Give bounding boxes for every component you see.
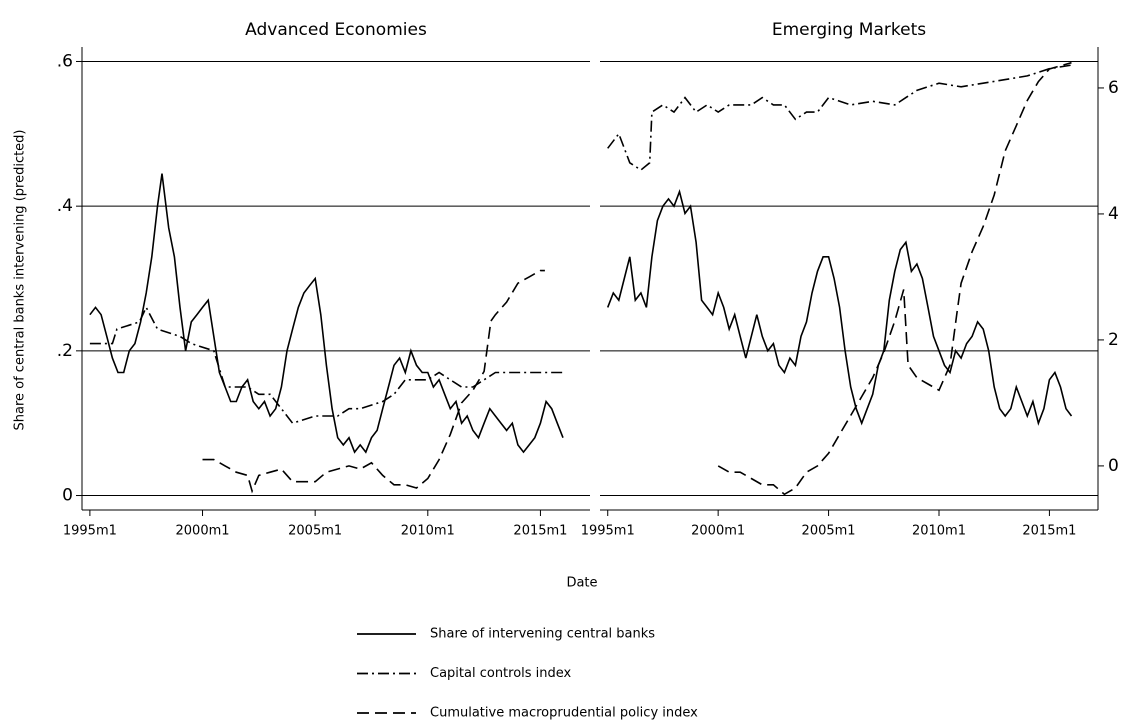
y-tick-label: .4 bbox=[57, 196, 73, 216]
legend-label: Capital controls index bbox=[430, 666, 572, 681]
y-tick-label: .2 bbox=[57, 341, 73, 361]
x-tick-label: 2010m1 bbox=[912, 524, 966, 539]
legend-label: Share of intervening central banks bbox=[430, 627, 655, 642]
panel-title: Advanced Economies bbox=[245, 20, 427, 40]
y2-tick-label: 4 bbox=[1108, 204, 1119, 224]
y2-tick-label: 6 bbox=[1108, 78, 1119, 98]
series-line bbox=[606, 189, 1073, 426]
y-axis-label: Share of central banks intervening (pred… bbox=[13, 129, 28, 430]
series-line bbox=[202, 269, 545, 494]
x-axis-label: Date bbox=[566, 576, 597, 591]
series-line bbox=[607, 64, 1072, 171]
x-tick-label: 1995m1 bbox=[581, 524, 635, 539]
x-tick-label: 2005m1 bbox=[288, 524, 342, 539]
series-line bbox=[89, 173, 564, 454]
y-tick-label: .6 bbox=[57, 51, 73, 71]
x-tick-label: 2015m1 bbox=[513, 524, 567, 539]
x-tick-label: 1995m1 bbox=[63, 524, 117, 539]
legend-label: Cumulative macroprudential policy index bbox=[430, 706, 698, 721]
x-tick-label: 2015m1 bbox=[1022, 524, 1076, 539]
x-tick-label: 2000m1 bbox=[691, 524, 745, 539]
x-tick-label: 2010m1 bbox=[401, 524, 455, 539]
series-line bbox=[89, 305, 563, 425]
x-tick-label: 2000m1 bbox=[176, 524, 230, 539]
y2-tick-label: 2 bbox=[1108, 330, 1119, 350]
y-tick-label: 0 bbox=[62, 486, 73, 506]
panel-title: Emerging Markets bbox=[772, 20, 926, 40]
y2-tick-label: 0 bbox=[1108, 456, 1119, 476]
x-tick-label: 2005m1 bbox=[802, 524, 856, 539]
